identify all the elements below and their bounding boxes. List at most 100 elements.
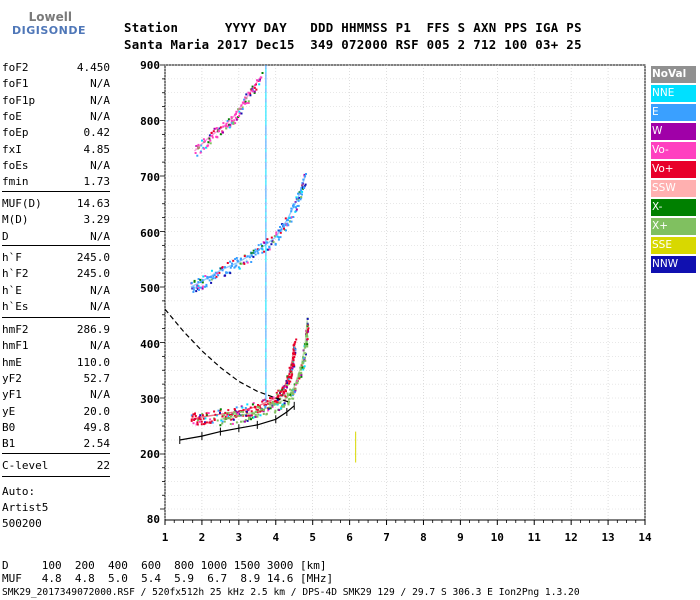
echo-point	[235, 264, 238, 267]
echo-point	[207, 144, 210, 147]
echo-point	[247, 102, 250, 104]
echo-point	[241, 106, 244, 109]
interference-point	[265, 154, 267, 159]
interference-point	[265, 248, 267, 253]
echo-point	[236, 117, 239, 120]
divider	[2, 453, 110, 454]
param-mufd: MUF(D) 14.63	[2, 197, 110, 213]
param-label: yF1	[2, 388, 22, 402]
plot-frame	[164, 64, 646, 521]
echo-point	[305, 340, 308, 343]
echo-point	[259, 414, 262, 417]
interference-point	[265, 324, 267, 329]
echo-point	[285, 229, 287, 232]
echo-point	[306, 335, 309, 337]
echo-point	[204, 422, 207, 425]
interference-point	[265, 171, 267, 176]
echo-point	[231, 422, 234, 425]
echo-point	[288, 366, 291, 369]
interference-point	[265, 88, 267, 93]
interference-point	[265, 134, 267, 139]
legend-item-nne: NNE	[651, 85, 696, 102]
echo-point	[269, 403, 271, 406]
y-tick-label: 900	[140, 59, 160, 72]
echo-point	[256, 411, 259, 414]
param-value: 4.85	[83, 142, 111, 156]
echo-point	[303, 173, 306, 176]
echo-point	[191, 287, 194, 290]
echo-point	[284, 385, 287, 388]
echo-point	[229, 423, 232, 425]
echo-point	[257, 409, 259, 412]
echo-point	[246, 403, 249, 406]
echo-point	[201, 281, 204, 284]
echo-point	[257, 404, 259, 406]
echo-point	[221, 422, 224, 425]
param-value: 286.9	[76, 323, 110, 336]
echo-point	[250, 410, 253, 413]
echo-point	[192, 288, 195, 291]
echo-point	[260, 247, 263, 250]
param-value: 14.63	[76, 197, 110, 210]
interference-point	[265, 308, 267, 313]
interference-point	[265, 224, 267, 229]
interference-point	[265, 274, 267, 279]
echo-point	[287, 224, 290, 227]
interference-point	[265, 114, 267, 119]
echo-point	[291, 216, 293, 219]
echo-point	[214, 277, 217, 280]
param-b0: B0 49.8	[2, 421, 110, 437]
interference-point	[265, 254, 267, 259]
echo-point	[268, 248, 271, 251]
echo-point	[257, 244, 260, 247]
echo-point	[237, 413, 240, 416]
param-b1: B1 2.54	[2, 437, 110, 453]
interference-point	[265, 121, 267, 126]
interference-point	[265, 321, 267, 326]
param-value: 22	[96, 459, 110, 472]
interference-point	[265, 101, 267, 106]
echo-point	[294, 389, 297, 392]
echo-point	[202, 423, 205, 426]
echo-point	[245, 414, 248, 417]
echo-point	[253, 91, 256, 94]
echo-point	[205, 146, 207, 149]
param-hme: hmE 110.0	[2, 356, 110, 372]
echo-point	[251, 412, 254, 415]
echo-point	[216, 272, 218, 275]
echo-point	[286, 222, 289, 225]
echo-point	[306, 333, 308, 336]
interference-point	[355, 451, 357, 455]
echo-point	[192, 286, 195, 289]
echo-point	[219, 126, 222, 129]
echo-point	[300, 375, 303, 378]
echo-point	[195, 290, 198, 293]
echo-point	[202, 138, 205, 141]
param-value: 20.0	[83, 404, 111, 418]
echo-point	[244, 407, 247, 409]
echo-point	[252, 402, 255, 405]
param-label: fxI	[2, 142, 22, 156]
echo-point	[249, 416, 252, 419]
interference-point	[355, 459, 357, 463]
echo-point	[222, 131, 224, 134]
interference-point	[265, 358, 267, 362]
param-fof1p: foF1p N/A	[2, 94, 110, 110]
interference-point	[265, 228, 267, 233]
echo-point	[248, 408, 251, 411]
interference-point	[265, 334, 267, 339]
echo-point	[270, 243, 273, 246]
echo-point	[294, 353, 297, 356]
echo-point	[290, 371, 293, 374]
interference-point	[265, 214, 267, 219]
param-value: 49.8	[83, 420, 111, 434]
echo-point	[267, 402, 270, 405]
echo-point	[190, 419, 193, 422]
echo-point	[250, 418, 252, 421]
legend-item-noval: NoVal	[651, 66, 696, 83]
echo-point	[233, 119, 236, 122]
y-tick-label: 600	[140, 227, 160, 240]
legend-item-x: X+	[651, 218, 696, 235]
lowell-digisonde-logo: Lowell DIGISONDE	[12, 10, 85, 40]
echo-point	[301, 366, 304, 369]
